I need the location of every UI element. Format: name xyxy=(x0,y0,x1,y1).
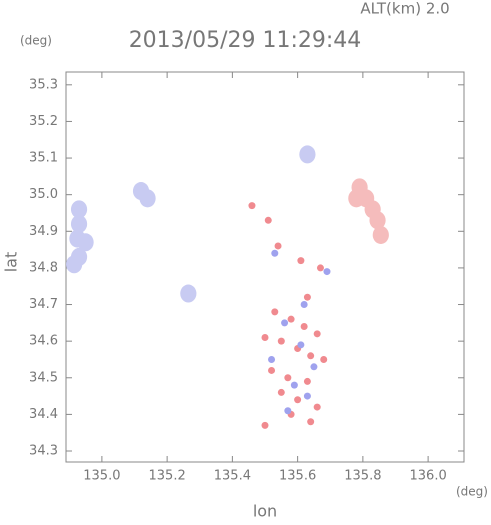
echo-point xyxy=(300,301,308,309)
echo-point xyxy=(320,355,328,363)
echo-point xyxy=(303,392,311,400)
echo-point xyxy=(274,242,282,250)
plot-frame xyxy=(65,71,465,463)
y-tick-label: 35.0 xyxy=(29,187,58,202)
y-tick-label: 34.8 xyxy=(29,260,58,275)
y-tick-label: 34.9 xyxy=(29,224,58,239)
echo-point xyxy=(310,363,318,371)
echo-point xyxy=(299,145,316,164)
x-tick-label: 136.0 xyxy=(410,469,447,484)
echo-point xyxy=(300,323,308,331)
y-unit: (deg) xyxy=(20,34,52,48)
x-tick-label: 135.8 xyxy=(344,469,381,484)
subtitle: ALT(km) 2.0 xyxy=(360,0,449,18)
echo-point xyxy=(348,189,365,208)
echo-point xyxy=(297,341,305,349)
echo-point xyxy=(297,257,305,265)
echo-point xyxy=(139,189,156,208)
echo-point xyxy=(287,315,295,323)
x-tick-label: 135.2 xyxy=(149,469,186,484)
echo-point xyxy=(77,233,94,252)
x-unit: (deg) xyxy=(456,485,488,499)
echo-point xyxy=(70,200,88,219)
y-tick-label: 35.1 xyxy=(29,151,58,166)
echo-point xyxy=(180,284,197,303)
x-tick-label: 135.4 xyxy=(214,469,251,484)
echo-point xyxy=(313,330,321,338)
echo-point xyxy=(261,333,269,341)
y-axis-label: lat xyxy=(2,252,21,273)
echo-point xyxy=(264,216,272,224)
echo-point xyxy=(313,403,321,411)
y-tick-label: 34.7 xyxy=(29,297,58,312)
y-tick-label: 34.5 xyxy=(29,370,58,385)
echo-point xyxy=(303,293,311,301)
x-axis-label: lon xyxy=(253,502,277,521)
echo-point xyxy=(268,355,276,363)
y-tick-label: 35.3 xyxy=(29,77,58,92)
echo-point xyxy=(268,366,276,374)
echo-point xyxy=(307,352,315,360)
y-tick-label: 34.6 xyxy=(29,334,58,349)
echo-point xyxy=(290,381,298,389)
echo-point xyxy=(271,249,279,257)
y-tick-label: 34.4 xyxy=(29,407,58,422)
echo-point xyxy=(66,255,83,274)
echo-point xyxy=(277,388,285,396)
echo-point xyxy=(372,225,389,244)
y-tick-label: 35.2 xyxy=(29,114,58,129)
echo-point xyxy=(261,421,269,429)
echo-point xyxy=(303,377,311,385)
chart-title: 2013/05/29 11:29:44 xyxy=(129,28,362,53)
x-tick-label: 135.0 xyxy=(83,469,120,484)
echo-point xyxy=(369,211,386,230)
echo-point xyxy=(248,202,256,210)
y-tick-label: 34.3 xyxy=(29,444,58,459)
echo-point xyxy=(294,396,302,404)
echo-point xyxy=(284,374,292,382)
echo-point xyxy=(271,308,279,316)
echo-point xyxy=(307,418,315,426)
echo-point xyxy=(316,264,324,272)
echo-point xyxy=(70,214,88,233)
echo-point xyxy=(277,337,285,345)
echo-point xyxy=(323,268,331,276)
echo-point xyxy=(281,319,289,327)
echo-point xyxy=(284,407,292,415)
x-tick-label: 135.6 xyxy=(279,469,316,484)
